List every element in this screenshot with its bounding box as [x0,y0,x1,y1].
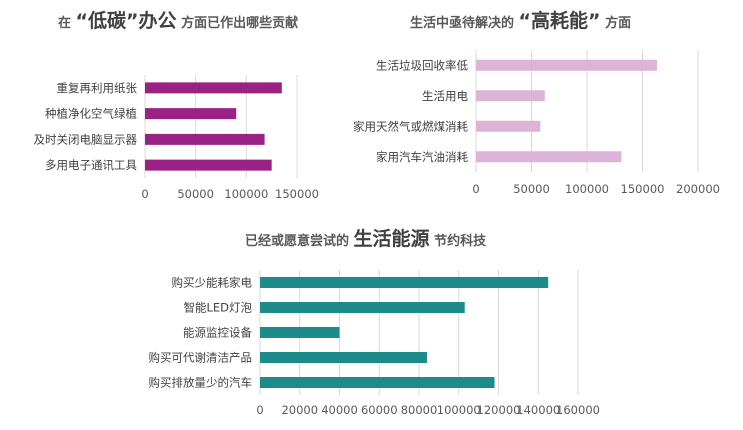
chart3-tick-label-0: 0 [256,403,263,417]
chart2-bar-3 [476,151,622,163]
chart3-category-label-2: 能源监控设备 [183,326,252,340]
chart2-title-emphasis: “高耗能” [518,10,601,32]
chart2-title: 生活中亟待解决的 “高耗能” 方面 [410,10,730,35]
chart3-bar-0 [260,277,549,288]
chart1-category-label-0: 重复再利用纸张 [57,81,138,95]
chart3-tick-label-7: 140000 [516,403,560,417]
chart3-tick-label-8: 160000 [556,403,600,417]
chart2-title-pre: 生活中亟待解决的 [410,16,515,31]
chart1-title-pre: 在 [58,16,72,31]
chart3-category-label-1: 智能LED灯泡 [183,301,252,315]
chart1-tick-label-2: 100000 [224,187,268,201]
chart2-category-label-2: 家用天然气或燃煤消耗 [353,119,468,133]
chart1-tick-label-3: 150000 [275,187,319,201]
chart3-bar-2 [260,327,340,338]
chart1-tick-label-0: 0 [141,187,148,201]
chart2-title-post: 方面 [605,16,632,31]
chart3-tick-label-1: 20000 [281,403,318,417]
chart2-tick-label-0: 0 [472,182,479,196]
chart3-tick-label-3: 60000 [361,403,398,417]
chart3-tick-label-2: 40000 [321,403,358,417]
chart3-category-label-0: 购买少能耗家电 [172,276,253,290]
chart2-tick-label-1: 50000 [513,182,550,196]
chart3-title-emphasis: 生活能源 [353,228,430,250]
chart1-category-label-2: 及时关闭电脑显示器 [34,132,138,146]
chart1-bar-1 [145,108,237,120]
chart2-bar-0 [476,59,657,71]
chart2-tick-label-4: 200000 [676,182,720,196]
chart3-tick-label-6: 120000 [477,403,521,417]
chart3-bar-4 [260,377,495,388]
chart3-tick-label-4: 80000 [401,403,438,417]
chart3-category-label-4: 购买排放量少的汽车 [149,376,253,390]
chart1-category-label-3: 多用电子通讯工具 [45,158,137,172]
chart3-title-post: 节约科技 [434,234,487,249]
chart2-bar-1 [476,90,545,102]
chart2-tick-label-3: 150000 [621,182,665,196]
chart2-category-label-3: 家用汽车汽油消耗 [376,150,468,164]
chart1-bar-2 [145,133,265,145]
chart2-category-label-1: 生活用电 [422,89,468,103]
chart2-category-label-0: 生活垃圾回收率低 [376,58,468,72]
chart3-title: 已经或愿意尝试的 生活能源 节约科技 [245,228,565,253]
chart3-bar-1 [260,302,465,313]
chart2-bar-2 [476,120,541,132]
chart1-title-emphasis: “低碳”办公 [75,10,177,32]
chart1-category-label-1: 种植净化空气绿植 [45,107,137,121]
chart1-title-post: 方面已作出哪些贡献 [181,16,299,31]
chart1-bar-3 [145,159,272,171]
chart3-title-pre: 已经或愿意尝试的 [245,234,350,249]
chart1-title: 在 “低碳”办公 方面已作出哪些贡献 [58,10,318,35]
chart3-tick-label-5: 100000 [437,403,481,417]
chart1-tick-label-1: 50000 [177,187,214,201]
chart2-tick-label-2: 100000 [565,182,609,196]
chart3-bar-3 [260,352,427,363]
chart1-bar-0 [145,82,282,94]
chart3-category-label-3: 购买可代谢清洁产品 [149,351,253,365]
